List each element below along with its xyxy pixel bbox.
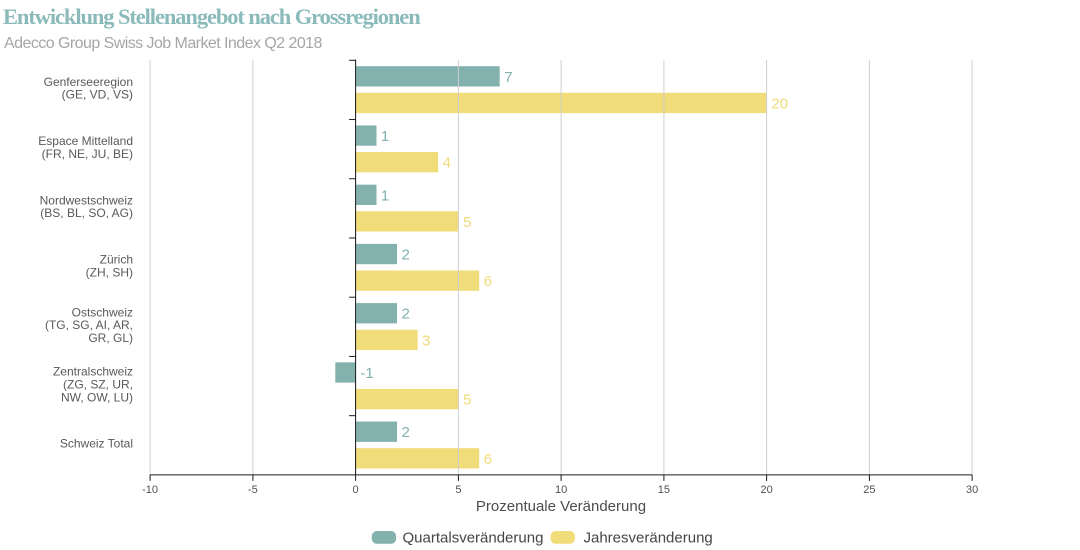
svg-text:15: 15 <box>658 484 670 496</box>
svg-text:Espace Mittelland: Espace Mittelland <box>38 134 133 148</box>
svg-text:10: 10 <box>555 484 567 496</box>
svg-text:(GE, VD, VS): (GE, VD, VS) <box>62 88 133 102</box>
svg-text:NW, OW, LU): NW, OW, LU) <box>61 390 133 404</box>
svg-text:Zentralschweiz: Zentralschweiz <box>53 365 133 379</box>
svg-text:Jahresveränderung: Jahresveränderung <box>584 529 713 546</box>
svg-text:(TG, SG, AI, AR,: (TG, SG, AI, AR, <box>45 318 133 332</box>
svg-text:GR, GL): GR, GL) <box>88 331 133 345</box>
svg-text:Schweiz Total: Schweiz Total <box>60 437 133 451</box>
svg-text:30: 30 <box>966 484 978 496</box>
svg-text:(ZH, SH): (ZH, SH) <box>86 265 133 279</box>
svg-text:Zürich: Zürich <box>100 253 133 267</box>
svg-text:Adecco Group Swiss Job Market: Adecco Group Swiss Job Market Index Q2 2… <box>4 35 323 52</box>
svg-text:1: 1 <box>381 128 389 145</box>
svg-text:-5: -5 <box>248 484 258 496</box>
svg-text:Entwicklung Stellenangebot nac: Entwicklung Stellenangebot nach Grossreg… <box>3 4 421 29</box>
svg-text:Quartalsveränderung: Quartalsveränderung <box>403 529 544 546</box>
svg-text:6: 6 <box>484 273 492 290</box>
svg-text:7: 7 <box>504 69 512 86</box>
svg-text:4: 4 <box>443 155 451 172</box>
svg-text:2: 2 <box>402 306 410 323</box>
svg-text:(FR, NE, JU, BE): (FR, NE, JU, BE) <box>42 147 133 161</box>
svg-text:0: 0 <box>353 484 359 496</box>
svg-text:25: 25 <box>863 484 875 496</box>
svg-text:-10: -10 <box>142 484 158 496</box>
svg-text:20: 20 <box>760 484 772 496</box>
svg-text:(ZG, SZ, UR,: (ZG, SZ, UR, <box>63 378 133 392</box>
svg-text:5: 5 <box>455 484 461 496</box>
svg-text:2: 2 <box>402 246 410 263</box>
svg-text:(BS, BL, SO, AG): (BS, BL, SO, AG) <box>40 206 133 220</box>
svg-text:Genferseeregion: Genferseeregion <box>44 75 133 89</box>
svg-text:5: 5 <box>463 392 471 409</box>
svg-text:Ostschweiz: Ostschweiz <box>72 305 133 319</box>
svg-text:2: 2 <box>402 424 410 441</box>
svg-text:Nordwestschweiz: Nordwestschweiz <box>40 193 133 207</box>
svg-text:20: 20 <box>771 95 788 112</box>
svg-text:Prozentuale Veränderung: Prozentuale Veränderung <box>476 498 646 515</box>
svg-text:1: 1 <box>381 187 389 204</box>
svg-text:3: 3 <box>422 332 430 349</box>
svg-text:-1: -1 <box>360 365 373 382</box>
svg-text:6: 6 <box>484 451 492 468</box>
svg-text:5: 5 <box>463 214 471 231</box>
